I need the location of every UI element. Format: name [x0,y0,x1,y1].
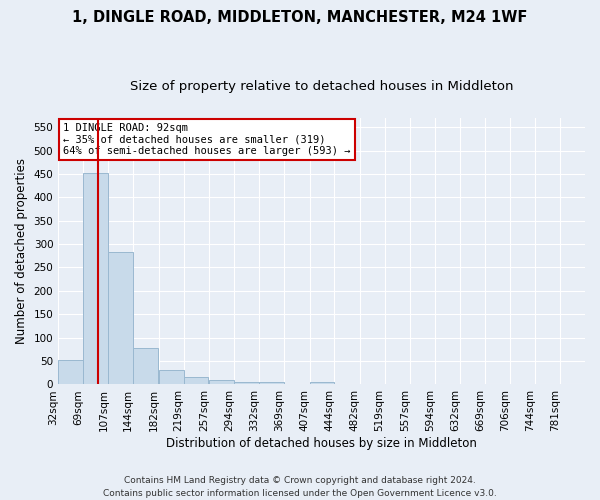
Bar [83,173,108,384]
Bar [58,360,83,384]
Bar [209,380,234,384]
Bar [259,382,284,384]
X-axis label: Distribution of detached houses by size in Middleton: Distribution of detached houses by size … [166,437,477,450]
Text: Contains HM Land Registry data © Crown copyright and database right 2024.
Contai: Contains HM Land Registry data © Crown c… [103,476,497,498]
Bar [310,382,334,384]
Text: 1 DINGLE ROAD: 92sqm
← 35% of detached houses are smaller (319)
64% of semi-deta: 1 DINGLE ROAD: 92sqm ← 35% of detached h… [64,123,351,156]
Bar [159,370,184,384]
Bar [133,348,158,385]
Y-axis label: Number of detached properties: Number of detached properties [15,158,28,344]
Title: Size of property relative to detached houses in Middleton: Size of property relative to detached ho… [130,80,514,93]
Bar [184,378,208,384]
Text: 1, DINGLE ROAD, MIDDLETON, MANCHESTER, M24 1WF: 1, DINGLE ROAD, MIDDLETON, MANCHESTER, M… [73,10,527,25]
Bar [109,252,133,384]
Bar [234,382,259,384]
